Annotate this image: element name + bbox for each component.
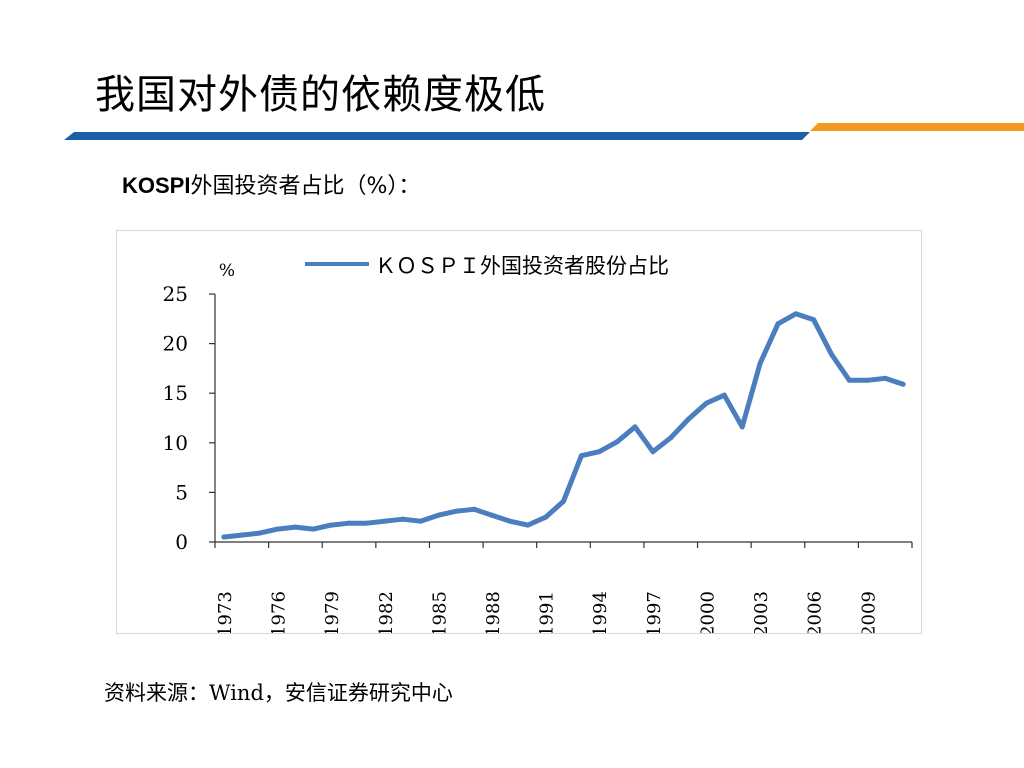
data-point [650,449,656,455]
data-point [739,424,745,430]
data-point [221,534,227,540]
data-point [578,453,584,459]
title-divider-bar [64,123,1024,140]
y-axis-unit-label: % [219,261,235,281]
data-point [864,377,870,383]
y-tick-label: 15 [163,381,188,405]
data-point [471,506,477,512]
data-point [703,400,709,406]
slide-title: 我国对外债的依赖度极低 [95,72,546,118]
data-point [239,532,245,538]
data-point [686,416,692,422]
data-point [811,317,817,323]
x-tick-label: 2006 [805,591,826,633]
x-tick-label: 1991 [537,591,558,633]
x-tick-label: 1997 [644,591,665,633]
y-tick-label: 25 [163,282,188,306]
data-point [525,522,531,528]
x-tick-label: 1979 [322,591,343,633]
data-point [829,352,835,358]
title-bar-orange [810,123,1024,131]
subtitle-rest: 外国投资者占比（%）： [190,174,421,199]
data-point [310,526,316,532]
y-tick-label: 10 [163,431,188,455]
x-tick-label: 1994 [590,591,611,633]
data-point [775,321,781,327]
data-point [793,311,799,317]
chart-frame: 0 5 10 15 20 25% 1973 1976 1979 1982 1985 1988 1991 1… [116,230,922,634]
chart-subtitle: KOSPI外国投资者占比（%）： [122,168,420,200]
data-point [257,530,263,536]
data-point [489,512,495,518]
x-tick-label: 1985 [429,591,450,633]
data-point [453,508,459,514]
data-point [596,449,602,455]
data-point [435,512,441,518]
data-point [721,392,727,398]
line-chart: 0 5 10 15 20 25% 1973 1976 1979 1982 1985 1988 1991 1… [163,254,913,633]
title-bar-blue [64,132,810,140]
data-point [668,435,674,441]
y-tick-label: 5 [175,480,188,504]
data-point [561,498,566,504]
data-point [632,424,638,430]
subtitle-latin: KOSPI [122,173,191,198]
data-point [900,381,906,387]
x-tick-label: 1973 [215,591,236,633]
data-point [328,522,334,528]
data-point [292,524,298,530]
x-tick-label: 2009 [858,591,879,633]
x-tick-label: 1976 [269,591,290,633]
data-point [364,520,370,526]
data-point [882,375,888,381]
data-point [382,518,388,524]
y-tick-label: 0 [175,530,188,554]
x-tick-label: 1982 [376,591,397,633]
data-point [757,360,763,366]
data-point [846,377,852,383]
data-point [543,514,549,520]
data-point [275,526,281,532]
x-tick-label: 2003 [751,591,772,633]
data-point [507,518,513,524]
y-tick-label: 20 [163,332,188,356]
legend-label: ＫＯＳＰＩ外国投资者股份占比 [375,254,669,278]
x-tick-label: 2000 [697,591,718,633]
data-point [346,520,352,526]
source-note: 资料来源：Wind，安信证券研究中心 [104,681,453,705]
data-point [418,518,424,524]
data-point [400,516,406,522]
x-tick-label: 1988 [483,591,504,633]
data-point [614,439,620,445]
